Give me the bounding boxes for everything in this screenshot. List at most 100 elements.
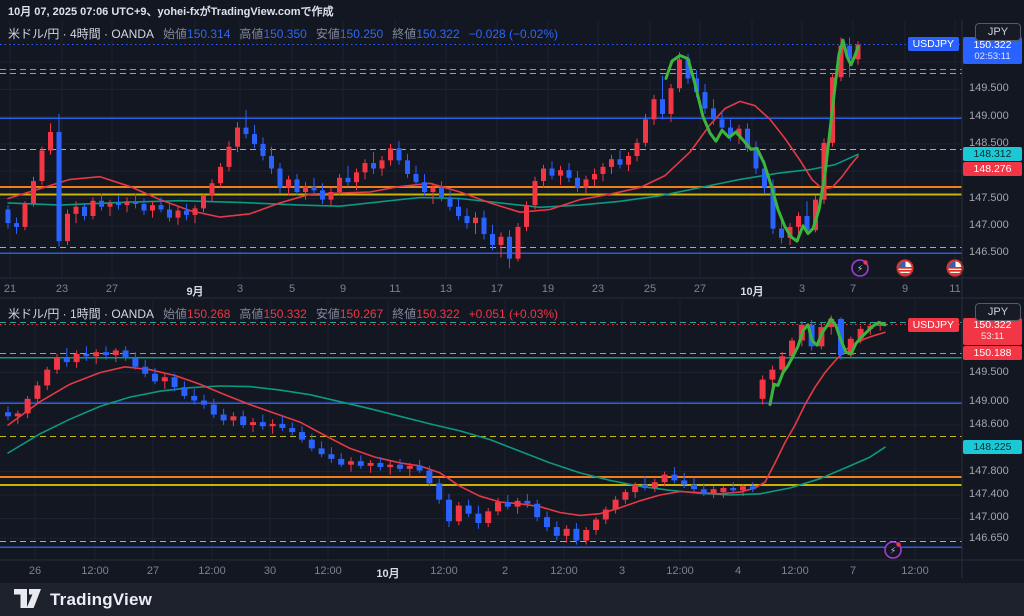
chart-pane-1h[interactable] (0, 300, 962, 560)
candle (728, 127, 733, 136)
candle (661, 474, 668, 483)
candle (112, 350, 119, 356)
candle (481, 217, 487, 235)
price-tick-label: 147.000 (969, 218, 1009, 231)
chart-group-usdjpy-1h: ⚡ (0, 300, 1024, 561)
candle (583, 529, 590, 541)
levels-layer (0, 43, 962, 254)
candle (632, 484, 639, 493)
price-tick-label: 148.500 (969, 136, 1009, 149)
flag-us-icon[interactable] (946, 259, 964, 277)
alert-dot (896, 542, 901, 547)
low-label: 安値 (315, 307, 340, 321)
candle (745, 128, 750, 149)
candle (634, 142, 640, 156)
candle (796, 216, 801, 227)
candle (5, 412, 11, 417)
candle (736, 128, 742, 136)
candle (357, 461, 364, 466)
econ-lightning-icon[interactable]: ⚡ (884, 541, 902, 559)
time-tick-label: 11 (949, 283, 961, 295)
candle (753, 148, 759, 169)
price-tick-label: 146.650 (969, 531, 1009, 544)
price-tick-label: 149.000 (969, 109, 1009, 122)
candle (269, 155, 274, 169)
candle (498, 236, 504, 245)
candle (362, 163, 368, 173)
time-tick-label: 23 (55, 283, 69, 295)
currency-button-1h[interactable]: JPY (975, 303, 1021, 321)
candle (191, 395, 198, 401)
time-tick-label: 21 (3, 283, 17, 295)
candle (142, 366, 149, 374)
chart-group-usdjpy-4h: ⚡ (0, 20, 1024, 279)
candle (171, 377, 178, 388)
time-tick-label: 17 (490, 283, 504, 295)
low-value: 150.250 (339, 27, 384, 41)
brand-name[interactable]: TradingView (50, 589, 153, 609)
candle (749, 486, 756, 490)
time-tick-label: 23 (591, 283, 605, 295)
candle (328, 191, 334, 200)
candle (515, 226, 521, 259)
ma-fast-line (7, 331, 886, 517)
candle (532, 181, 538, 206)
open-value: 150.268 (187, 307, 231, 321)
legend-4h: 米ドル/円 · 4時間 · OANDA 始値150.314 高値150.350 … (8, 25, 558, 42)
candle (396, 148, 402, 161)
candle (573, 528, 580, 541)
time-tick-label: 3 (798, 283, 806, 295)
candle (685, 59, 691, 79)
candle (541, 168, 546, 182)
candle (167, 209, 172, 218)
candle (563, 528, 570, 536)
high-value: 150.350 (263, 27, 307, 41)
candle (192, 208, 198, 215)
candles-layer (5, 315, 884, 545)
candle (847, 45, 852, 60)
flag-us-icon[interactable] (896, 259, 914, 277)
badge-price: 148.225 (973, 440, 1012, 453)
price-tick-label: 147.500 (969, 191, 1009, 204)
candle (436, 483, 443, 500)
candle (651, 99, 657, 120)
time-tick-label: 9 (339, 283, 347, 295)
time-tick-label: 7 (849, 283, 857, 295)
chart-pane-4h[interactable] (0, 20, 962, 278)
econ-lightning-icon[interactable]: ⚡ (851, 259, 869, 277)
symbol-title-4h[interactable]: 米ドル/円 · 4時間 · OANDA (8, 27, 155, 41)
candle (311, 186, 317, 191)
candle (769, 369, 776, 380)
currency-button-4h[interactable]: JPY (975, 23, 1021, 41)
candle (379, 160, 385, 169)
flag-stripe (948, 273, 962, 275)
candle (804, 216, 810, 231)
candle (405, 160, 410, 174)
candle (175, 210, 181, 218)
candle (308, 439, 315, 449)
candle (406, 465, 413, 469)
tradingview-logo-icon[interactable] (14, 589, 41, 610)
price-tick-label: 149.500 (969, 82, 1009, 95)
time-tick-label: 12:00 (666, 565, 694, 577)
candle (446, 499, 452, 522)
candle (789, 340, 795, 357)
candle (524, 205, 529, 227)
candle (622, 492, 629, 500)
candle (439, 187, 444, 198)
footer-bar: TradingView (0, 583, 1024, 616)
candle (318, 448, 325, 455)
overlay-green-line (664, 38, 860, 243)
candle (720, 488, 727, 493)
candle (740, 486, 746, 491)
candle (710, 489, 717, 494)
candle (243, 127, 249, 135)
time-tick-label: 19 (541, 283, 555, 295)
time-tick-label: 27 (146, 565, 160, 577)
candle (593, 519, 599, 530)
symbol-title-1h[interactable]: 米ドル/円 · 1時間 · OANDA (8, 307, 155, 321)
candle (73, 353, 80, 363)
time-tick-label: 10月 (740, 286, 764, 298)
candle (702, 92, 708, 109)
flag-stripe (948, 270, 962, 272)
